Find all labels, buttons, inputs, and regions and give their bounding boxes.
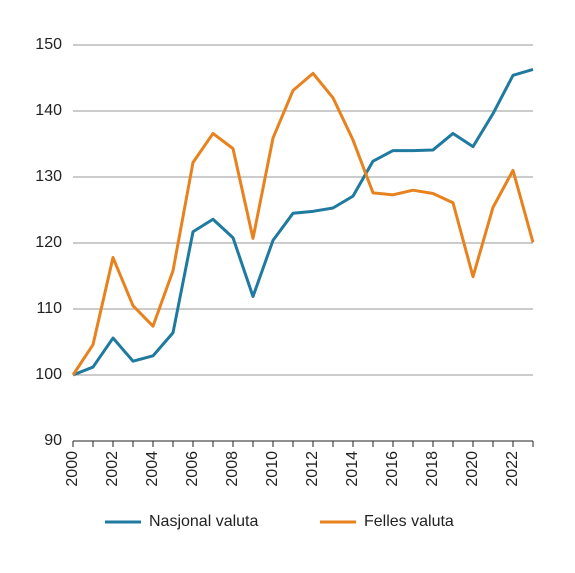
legend-label: Nasjonal valuta bbox=[149, 513, 259, 530]
y-tick-label: 140 bbox=[35, 102, 62, 119]
x-tick-label: 2016 bbox=[384, 451, 401, 487]
x-tick-label: 2018 bbox=[424, 451, 441, 487]
x-tick-label: 2002 bbox=[104, 451, 121, 487]
series-line bbox=[71, 71, 535, 376]
x-tick-label: 2006 bbox=[184, 451, 201, 487]
x-tick-label: 2014 bbox=[344, 451, 361, 487]
x-tick-label: 2004 bbox=[144, 451, 161, 487]
x-tick-label: 2000 bbox=[64, 451, 81, 487]
x-tick-label: 2012 bbox=[304, 451, 321, 487]
legend-label: Felles valuta bbox=[364, 513, 454, 530]
x-tick-label: 2010 bbox=[264, 451, 281, 487]
y-tick-label: 130 bbox=[35, 168, 62, 185]
x-tick-label: 2022 bbox=[504, 451, 521, 487]
y-tick-label: 110 bbox=[36, 300, 62, 317]
series-line bbox=[72, 67, 534, 377]
y-tick-label: 150 bbox=[35, 36, 62, 53]
y-tick-label: 90 bbox=[44, 432, 62, 449]
x-tick-label: 2008 bbox=[224, 451, 241, 487]
y-tick-label: 120 bbox=[35, 234, 62, 251]
y-tick-label: 100 bbox=[35, 366, 62, 383]
x-tick-label: 2020 bbox=[464, 451, 481, 487]
